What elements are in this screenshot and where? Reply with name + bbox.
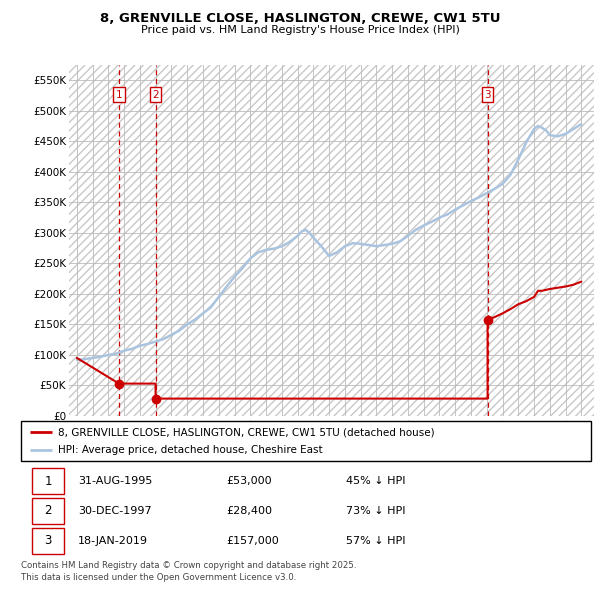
Text: 31-AUG-1995: 31-AUG-1995: [78, 476, 152, 486]
Bar: [32, 498, 64, 524]
Text: 8, GRENVILLE CLOSE, HASLINGTON, CREWE, CW1 5TU (detached house): 8, GRENVILLE CLOSE, HASLINGTON, CREWE, C…: [58, 428, 434, 438]
Text: 73% ↓ HPI: 73% ↓ HPI: [346, 506, 406, 516]
Text: 57% ↓ HPI: 57% ↓ HPI: [346, 536, 406, 546]
Bar: [32, 468, 64, 494]
Text: 1: 1: [116, 90, 122, 100]
Text: £53,000: £53,000: [226, 476, 272, 486]
Text: 3: 3: [44, 535, 52, 548]
Text: £28,400: £28,400: [226, 506, 272, 516]
Text: 45% ↓ HPI: 45% ↓ HPI: [346, 476, 406, 486]
Text: 1: 1: [44, 474, 52, 487]
Text: 2: 2: [152, 90, 159, 100]
Text: Contains HM Land Registry data © Crown copyright and database right 2025.
This d: Contains HM Land Registry data © Crown c…: [21, 560, 356, 582]
Text: £157,000: £157,000: [226, 536, 279, 546]
Text: 2: 2: [44, 504, 52, 517]
Text: HPI: Average price, detached house, Cheshire East: HPI: Average price, detached house, Ches…: [58, 445, 323, 455]
Text: 3: 3: [484, 90, 491, 100]
Text: 18-JAN-2019: 18-JAN-2019: [78, 536, 148, 546]
Text: 8, GRENVILLE CLOSE, HASLINGTON, CREWE, CW1 5TU: 8, GRENVILLE CLOSE, HASLINGTON, CREWE, C…: [100, 12, 500, 25]
Bar: [32, 527, 64, 554]
Text: Price paid vs. HM Land Registry's House Price Index (HPI): Price paid vs. HM Land Registry's House …: [140, 25, 460, 35]
Text: 30-DEC-1997: 30-DEC-1997: [78, 506, 152, 516]
